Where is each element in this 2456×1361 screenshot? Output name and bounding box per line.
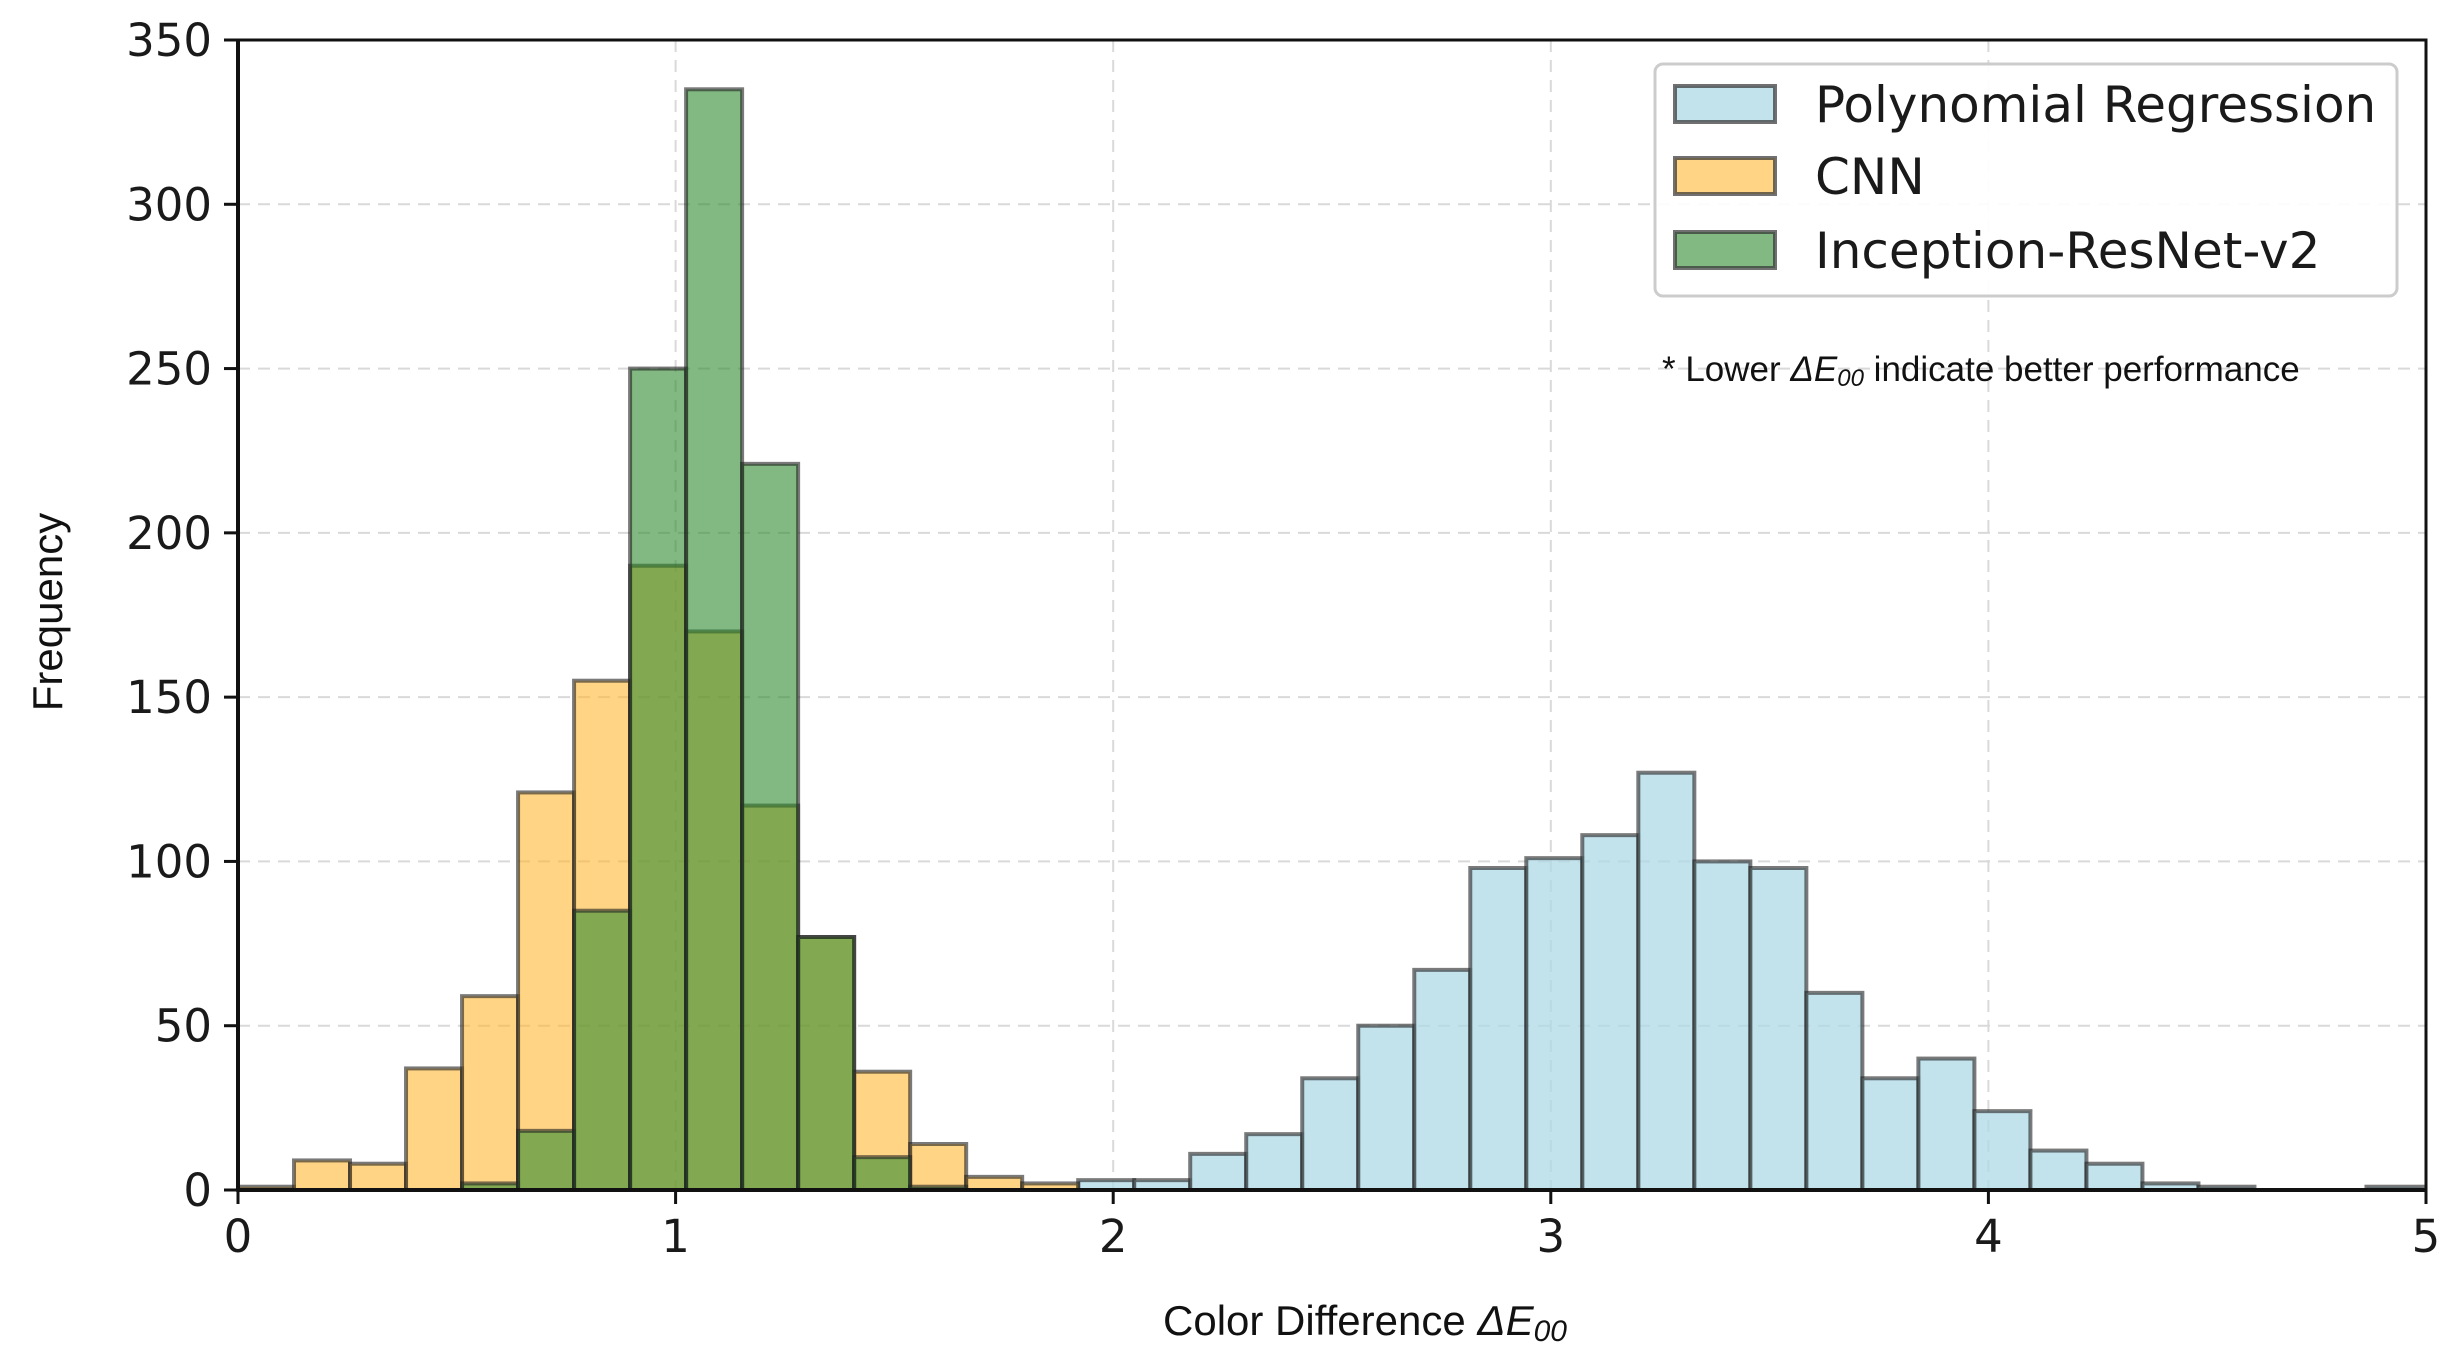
x-tick-label: 5: [2412, 1210, 2441, 1263]
y-tick-label: 50: [155, 1000, 212, 1053]
bar-inception-resnet-v2: [572, 908, 633, 1192]
bar-cnn: [460, 994, 521, 1193]
bar-polynomial-regression: [1972, 1109, 2033, 1192]
note-symbol: ΔE: [1789, 350, 1837, 389]
series-polynomial-regression: [1076, 770, 2425, 1193]
x-tick-label: 4: [1974, 1210, 2003, 1263]
bar-inception-resnet-v2: [684, 87, 745, 1192]
y-tick-label: 350: [126, 14, 212, 67]
bar-inception-resnet-v2: [628, 366, 689, 1193]
legend: Polynomial Regression CNN Inception-ResN…: [1653, 62, 2399, 298]
bar-polynomial-regression: [1804, 990, 1865, 1192]
histogram-bars: [236, 87, 2425, 1193]
x-axis-title: Color Difference ΔE00: [1163, 1297, 1567, 1348]
x-tick-label: 2: [1099, 1210, 1128, 1263]
x-axis-title-symbol: ΔE: [1476, 1297, 1534, 1344]
axes: [236, 38, 2428, 1192]
legend-swatch-inception-resnet-v2: [1673, 230, 1777, 270]
x-axis-title-prefix: Color Difference: [1163, 1297, 1477, 1344]
bar-polynomial-regression: [1692, 859, 1753, 1193]
y-tick-label: 250: [126, 343, 212, 396]
series-inception-resnet-v2: [460, 87, 969, 1193]
bar-polynomial-regression: [1636, 770, 1697, 1192]
legend-entry-polynomial-regression: Polynomial Regression: [1673, 76, 2376, 134]
bar-polynomial-regression: [1580, 833, 1641, 1193]
legend-swatch-polynomial-regression: [1673, 84, 1777, 124]
legend-swatch-cnn: [1673, 156, 1777, 196]
bar-polynomial-regression: [1468, 866, 1529, 1192]
y-tick-label: 200: [126, 507, 212, 560]
y-tick-label: 300: [126, 178, 212, 231]
bar-polynomial-regression: [1860, 1076, 1921, 1193]
legend-entry-cnn: CNN: [1673, 148, 1925, 206]
bar-polynomial-regression: [2084, 1161, 2145, 1192]
legend-label-cnn: CNN: [1815, 148, 1925, 206]
bar-cnn: [908, 1142, 969, 1192]
bar-polynomial-regression: [1524, 856, 1585, 1193]
legend-label-inception-resnet-v2: Inception-ResNet-v2: [1815, 222, 2320, 280]
bar-polynomial-regression: [2028, 1148, 2089, 1192]
bar-inception-resnet-v2: [740, 461, 801, 1193]
bar-inception-resnet-v2: [852, 1155, 913, 1192]
note-prefix: * Lower: [1662, 350, 1790, 389]
x-tick-label: 3: [1536, 1210, 1565, 1263]
x-tick-label: 1: [661, 1210, 690, 1263]
note-suffix: indicate better performance: [1864, 350, 2300, 389]
bar-polynomial-regression: [1356, 1023, 1417, 1192]
bar-polynomial-regression: [1244, 1132, 1305, 1192]
bar-polynomial-regression: [1748, 866, 1809, 1192]
note-subscript: 00: [1837, 365, 1864, 392]
y-tick-label: 0: [183, 1164, 212, 1217]
legend-entry-inception-resnet-v2: Inception-ResNet-v2: [1673, 222, 2320, 280]
bar-cnn: [348, 1161, 409, 1192]
y-tick-label: 150: [126, 671, 212, 724]
bar-inception-resnet-v2: [516, 1128, 577, 1193]
bar-polynomial-regression: [1188, 1151, 1249, 1193]
legend-label-polynomial-regression: Polynomial Regression: [1815, 76, 2376, 134]
x-axis-title-subscript: 00: [1534, 1315, 1568, 1348]
annotation-note: * Lower ΔE00 indicate better performance: [1662, 350, 2300, 392]
bar-cnn: [292, 1158, 353, 1193]
bar-polynomial-regression: [1412, 967, 1473, 1192]
bar-inception-resnet-v2: [796, 935, 857, 1192]
y-axis-title: Frequency: [24, 513, 71, 711]
bar-polynomial-regression: [1916, 1056, 1977, 1192]
legend-frame: [1653, 62, 2399, 298]
bar-cnn: [404, 1066, 465, 1193]
y-tick-label: 100: [126, 835, 212, 888]
bar-polynomial-regression: [1300, 1076, 1361, 1193]
x-tick-label: 0: [224, 1210, 253, 1263]
